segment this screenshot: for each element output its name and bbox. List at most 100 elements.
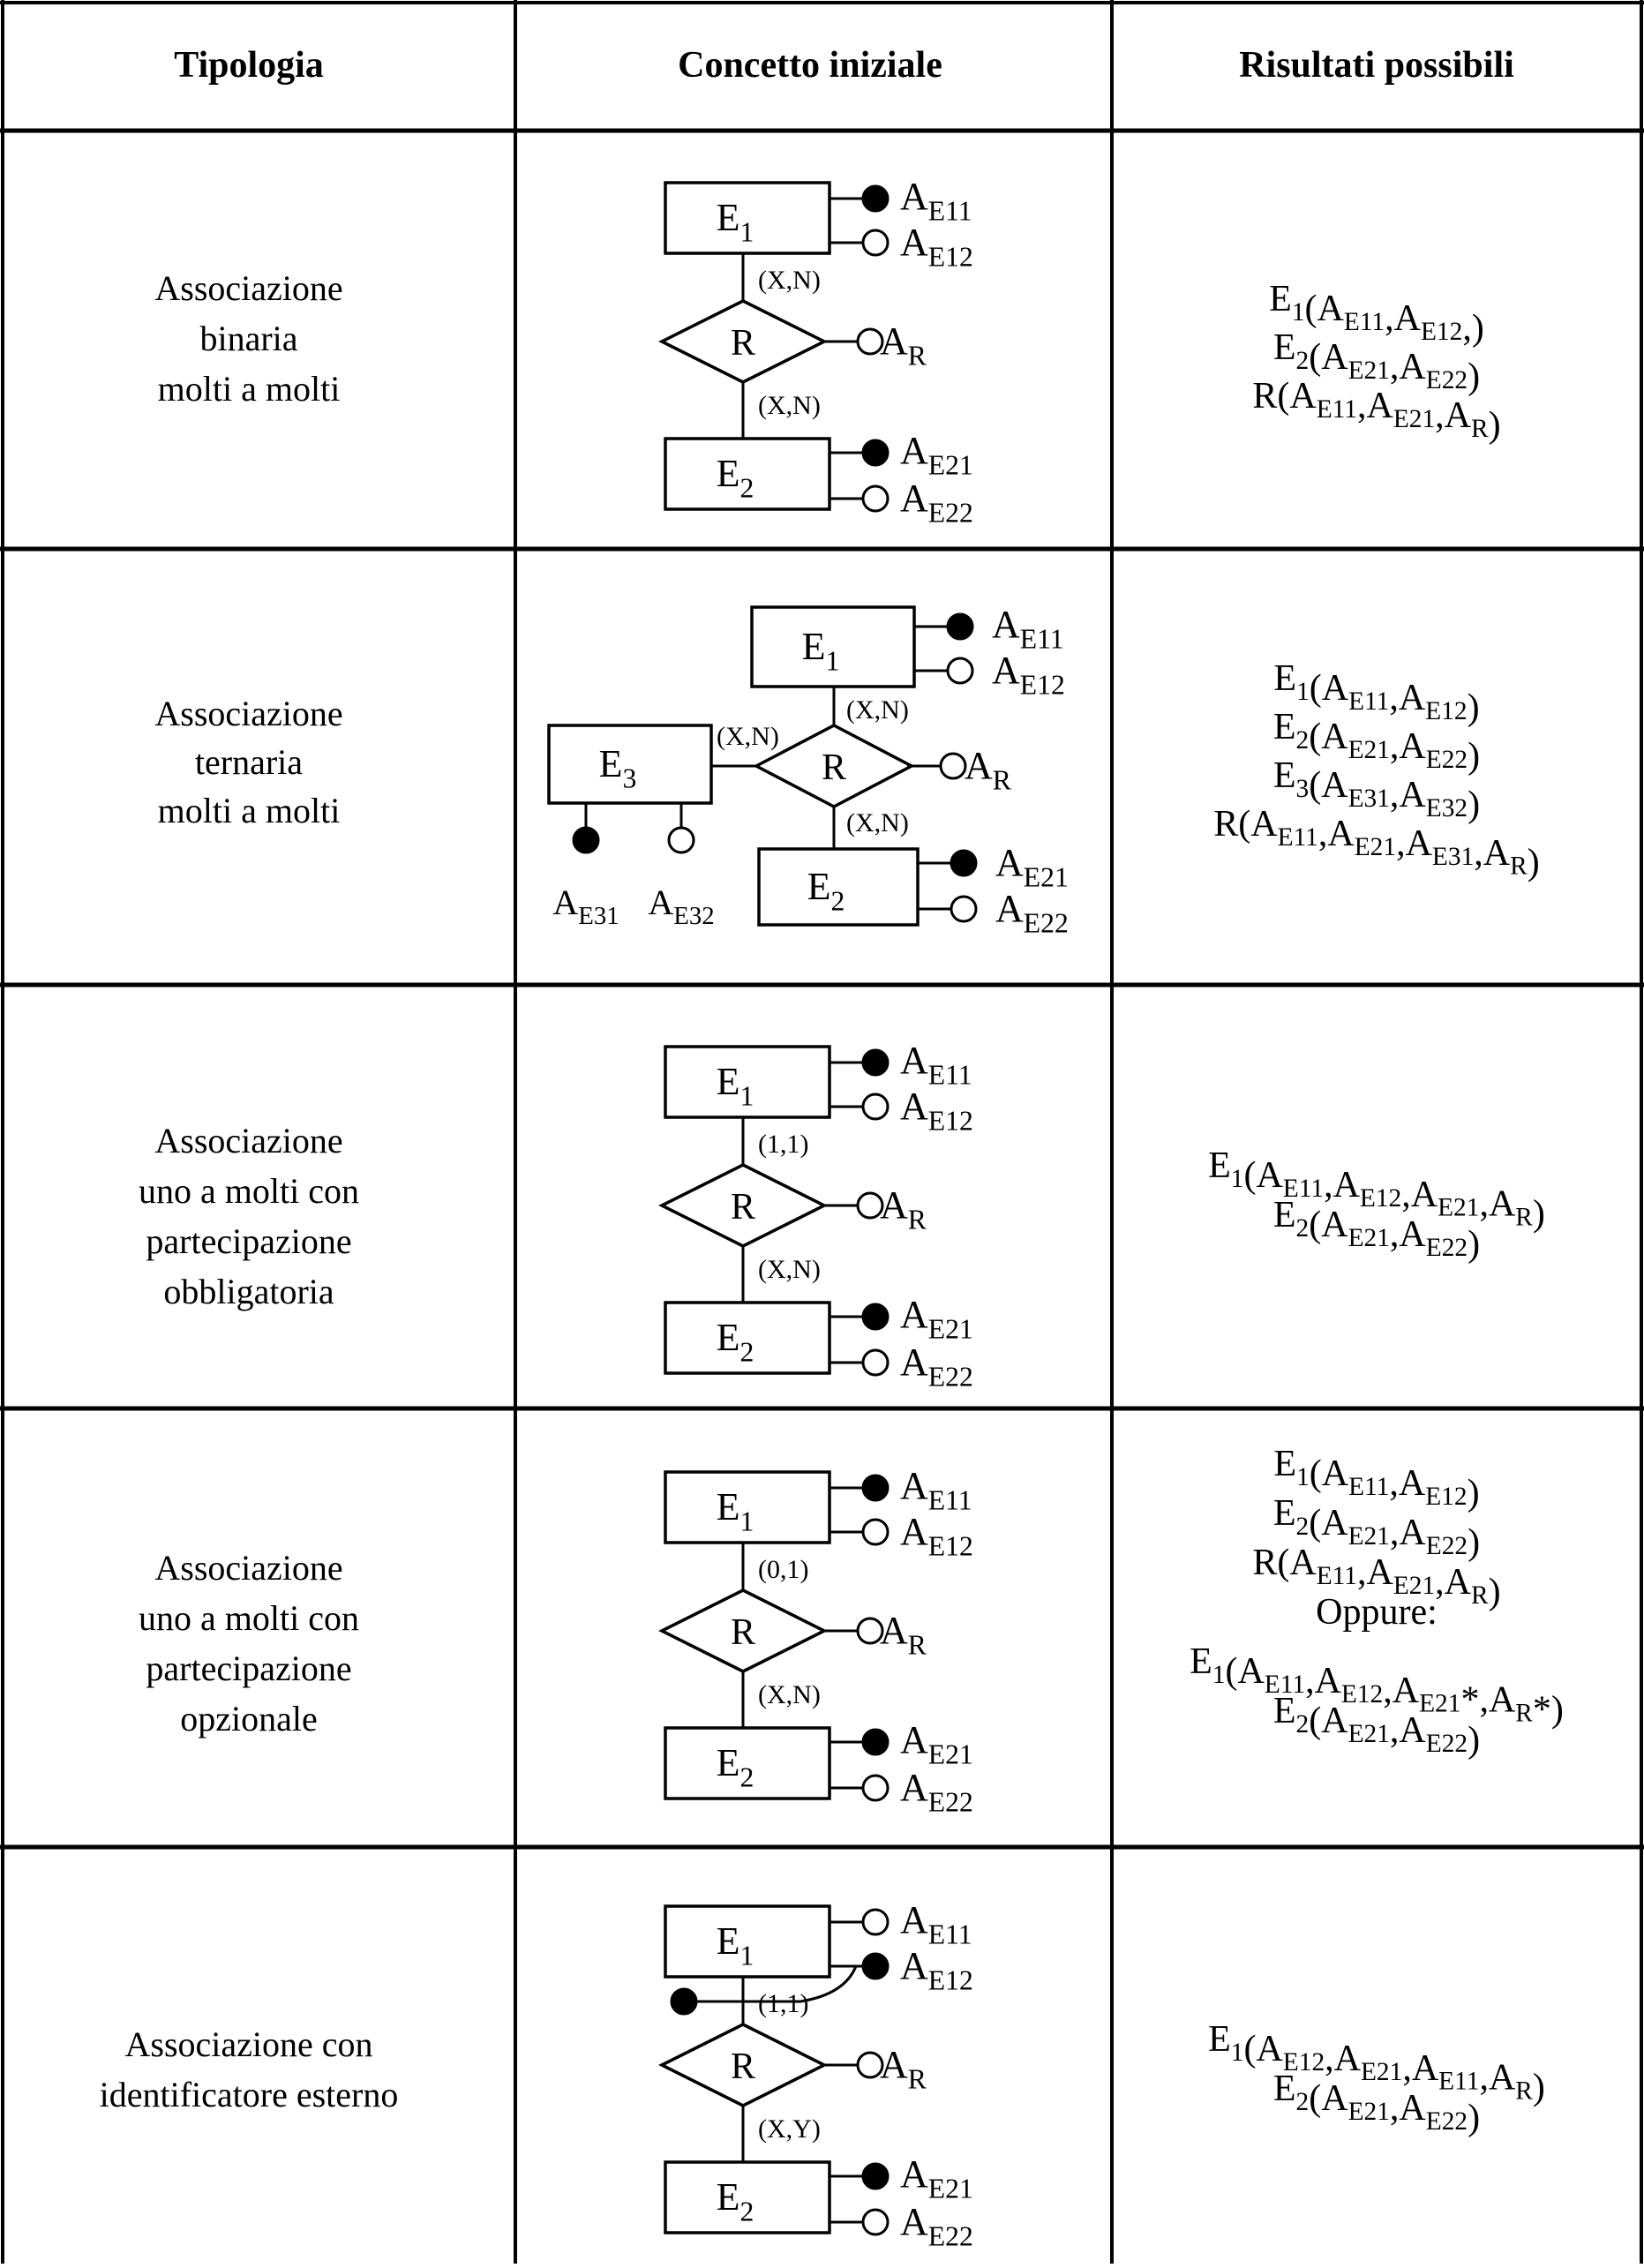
relationship-label: R xyxy=(731,1187,755,1228)
tipologia-line: obbligatoria xyxy=(163,1272,334,1311)
cardinality-label: (X,N) xyxy=(717,722,779,751)
result-formula: E1(AE11,AE12,AE21*,AR*) xyxy=(1190,1641,1564,1731)
attribute-label: AE21 xyxy=(900,1718,973,1769)
result-formula: E2(AE21,AE22) xyxy=(1273,327,1480,397)
entity-label: E1 xyxy=(717,196,754,247)
tipologia-line: Associazione con xyxy=(124,2024,372,2064)
entity-box xyxy=(757,847,920,927)
external-identifier-arc xyxy=(694,1965,858,2003)
tipologia-line: uno a molti con xyxy=(139,1171,359,1211)
entity-label: E2 xyxy=(717,1741,754,1792)
result-formula: R(AE11,AE21,AE31,AR) xyxy=(1213,804,1539,883)
attribute-label: AE12 xyxy=(900,1944,973,1995)
identifier-attribute-dot xyxy=(861,1474,890,1502)
cardinality-label: (X,N) xyxy=(846,695,909,725)
relationship-label: R xyxy=(731,323,755,364)
result-formula: E1(AE12,AE21,AE11,AR) xyxy=(1208,2019,1545,2108)
entity-label: E3 xyxy=(599,742,637,793)
tipologia-line: partecipazione xyxy=(146,1648,351,1688)
risultati-column: E1(AE11,AE12,)E2(AE21,AE22)R(AE11,AE21,A… xyxy=(1190,279,1564,2138)
attribute-label: AE21 xyxy=(900,1293,973,1344)
entity-label: E2 xyxy=(717,452,754,503)
attribute-label: AR xyxy=(965,744,1012,795)
tipologia-line: identificatore esterno xyxy=(100,2075,399,2114)
risultati-row-1: E1(AE11,AE12,)E2(AE21,AE22)R(AE11,AE21,A… xyxy=(1252,279,1500,446)
attribute-label: AE22 xyxy=(900,2200,973,2251)
entity-label: E2 xyxy=(807,865,845,916)
attribute-label: AR xyxy=(880,319,927,371)
relationship-label: R xyxy=(822,747,846,788)
attribute-dot xyxy=(861,1093,890,1121)
entity-box xyxy=(664,1045,831,1119)
tipologia-line: opzionale xyxy=(180,1699,318,1739)
attribute-dot xyxy=(861,2208,890,2236)
attribute-label: AE32 xyxy=(648,882,714,930)
cardinality-label: (1,1) xyxy=(758,1130,808,1159)
tipologia-row-2: Associazione ternaria molti a molti xyxy=(154,694,342,830)
identifier-attribute-dot xyxy=(861,439,890,467)
attribute-label: AE11 xyxy=(900,1039,972,1090)
entity-label: E2 xyxy=(717,1316,754,1367)
attribute-dot xyxy=(856,1617,884,1645)
entity-box xyxy=(664,1904,831,1979)
attribute-dot xyxy=(861,1908,890,1936)
identifier-attribute-dot xyxy=(572,826,600,854)
tipologia-line: Associazione xyxy=(154,268,342,308)
risultati-row-3: E1(AE11,AE12,AE21,AR)E2(AE21,AE22) xyxy=(1208,1145,1545,1265)
attribute-label: AE12 xyxy=(900,1510,973,1561)
identifier-attribute-dot xyxy=(861,184,890,213)
result-formula: R(AE11,AE21,AR) xyxy=(1252,376,1500,446)
tipologia-row-3: Associazione uno a molti con partecipazi… xyxy=(139,1121,359,1311)
entity-box xyxy=(664,1301,831,1375)
cardinality-label: (X,N) xyxy=(846,808,909,837)
tipologia-line: Associazione xyxy=(154,1548,342,1588)
identifier-attribute-dot xyxy=(946,612,974,641)
cardinality-label: (0,1) xyxy=(758,1555,808,1584)
tipologia-line: molti a molti xyxy=(158,369,341,409)
identifier-attribute-dot xyxy=(861,1728,890,1756)
attribute-label: AE11 xyxy=(900,1898,972,1949)
attribute-dot xyxy=(667,826,695,854)
table-header: Tipologia Concetto iniziale Risultati po… xyxy=(174,45,1514,86)
identifier-attribute-dot xyxy=(950,849,978,877)
result-formula: E2(AE21,AE22) xyxy=(1273,707,1480,777)
attribute-label: AE12 xyxy=(900,1085,973,1136)
attribute-dot xyxy=(861,1518,890,1546)
result-formula: E2(AE21,AE22) xyxy=(1273,1195,1480,1265)
tipologia-line: Associazione xyxy=(154,694,342,733)
result-formula: E1(AE11,AE12,AE21,AR) xyxy=(1208,1145,1545,1235)
cardinality-label: (X,N) xyxy=(758,1255,821,1284)
result-formula: E1(AE11,AE12) xyxy=(1273,1444,1479,1513)
attribute-dot xyxy=(856,327,884,356)
header-tipologia: Tipologia xyxy=(174,45,324,86)
cardinality-label: (1,1) xyxy=(758,1989,808,2018)
tipologia-line: partecipazione xyxy=(146,1221,351,1261)
result-formula: E2(AE21,AE22) xyxy=(1273,2069,1480,2138)
entity-label: E2 xyxy=(717,2175,754,2227)
tipologia-line: ternaria xyxy=(195,742,303,782)
tipologia-column: Associazione binaria molti a molti Assoc… xyxy=(100,268,399,2114)
attribute-label: AE11 xyxy=(900,1464,972,1515)
tipologia-line: uno a molti con xyxy=(139,1598,359,1638)
entity-label: E1 xyxy=(717,1485,754,1536)
attribute-dot xyxy=(861,484,890,513)
attribute-label: AR xyxy=(880,2043,927,2094)
attribute-dot xyxy=(950,895,978,923)
relationship-label: R xyxy=(731,1612,755,1653)
tipologia-row-4: Associazione uno a molti con partecipazi… xyxy=(139,1548,359,1739)
attribute-label: AE22 xyxy=(900,1766,973,1817)
identifier-attribute-dot xyxy=(670,1987,698,2016)
tipologia-line: Associazione xyxy=(154,1121,342,1160)
result-formula: E1(AE11,AE12) xyxy=(1273,658,1479,728)
entity-box xyxy=(664,2160,831,2234)
attribute-label: AR xyxy=(880,1609,927,1660)
entity-box xyxy=(547,724,713,805)
attribute-label: AE11 xyxy=(992,603,1064,654)
attribute-label: AE12 xyxy=(900,221,973,272)
entity-box xyxy=(664,1470,831,1544)
risultati-row-5: E1(AE12,AE21,AE11,AR)E2(AE21,AE22) xyxy=(1208,2019,1545,2138)
risultati-row-2: E1(AE11,AE12)E2(AE21,AE22)E3(AE31,AE32)R… xyxy=(1213,658,1539,883)
entity-box xyxy=(750,605,916,688)
